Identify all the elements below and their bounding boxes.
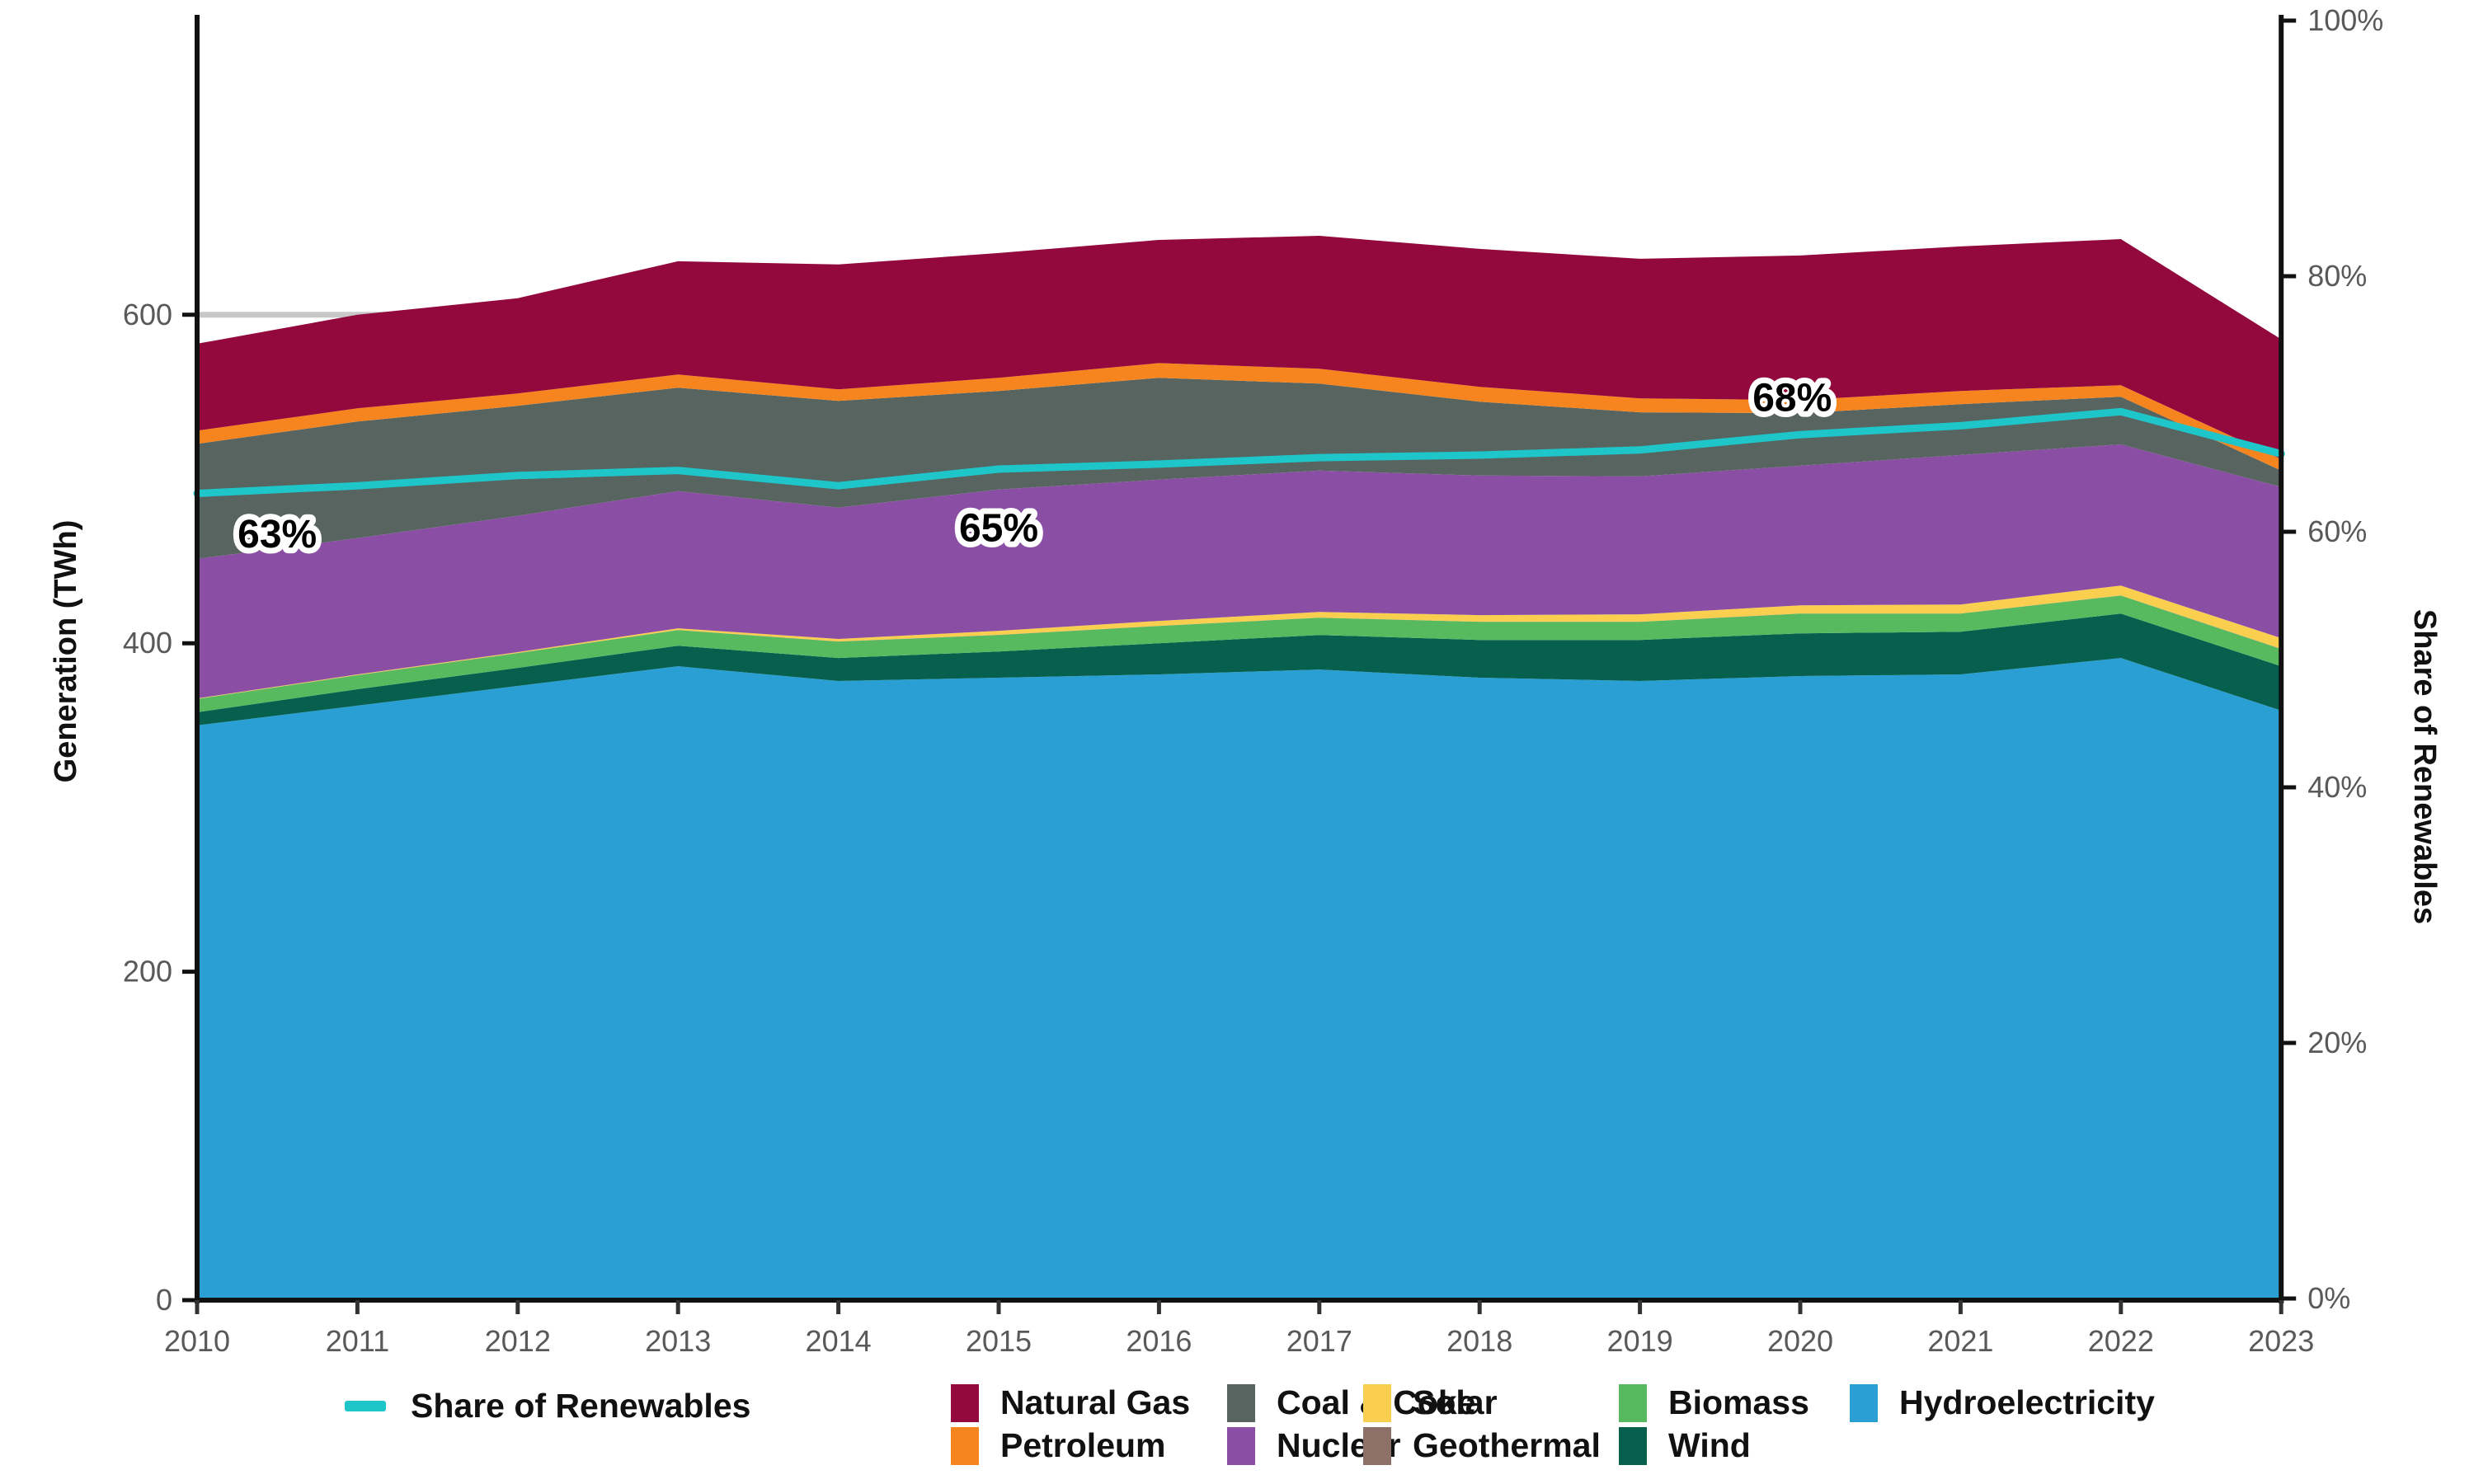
legend-column: Natural Gas Petroleum xyxy=(951,1383,1190,1465)
share-annotation: 63% xyxy=(238,513,317,556)
legend-column: Hydroelectricity xyxy=(1850,1383,2155,1422)
right-tick-label: 80% xyxy=(2307,259,2367,293)
x-tick-label: 2021 xyxy=(1927,1324,1993,1358)
x-tick-label: 2011 xyxy=(326,1324,389,1358)
area-biomass xyxy=(197,595,2282,712)
area-hydroelectricity xyxy=(197,658,2282,1300)
right-tick-label: 60% xyxy=(2307,514,2367,548)
right-tick-label: 40% xyxy=(2307,770,2367,804)
right-tick-label: 100% xyxy=(2307,3,2383,37)
area-nuclear xyxy=(197,444,2282,699)
x-tick-label: 2020 xyxy=(1767,1324,1833,1358)
legend-swatch xyxy=(1227,1383,1255,1422)
legend-column: Solar Geothermal xyxy=(1363,1383,1601,1465)
area-solar xyxy=(197,585,2282,699)
legend-swatch xyxy=(1850,1383,1878,1422)
legend-swatch xyxy=(1619,1383,1647,1422)
legend-swatch xyxy=(1619,1426,1647,1465)
legend-label: Hydroelectricity xyxy=(1899,1383,2155,1421)
legend-label: Wind xyxy=(1668,1426,1751,1464)
legend-swatch xyxy=(1227,1426,1255,1465)
x-tick-label: 2015 xyxy=(966,1324,1032,1358)
x-tick-label: 2022 xyxy=(2088,1324,2154,1358)
legend-label: Natural Gas xyxy=(1000,1383,1191,1421)
left-tick-label: 400 xyxy=(123,626,172,660)
x-tick-label: 2012 xyxy=(485,1324,551,1358)
legend-item-share-of-renewables: Share of Renewables xyxy=(345,1385,750,1426)
chart-legend: Share of Renewables Natural Gas Petroleum C… xyxy=(0,1378,2474,1484)
x-tick-label: 2013 xyxy=(645,1324,711,1358)
legend-label: Petroleum xyxy=(1000,1426,1166,1464)
legend-label: Share of Renewables xyxy=(411,1386,751,1425)
legend-column: Biomass Wind xyxy=(1619,1383,1809,1465)
legend-item-biomass: Biomass xyxy=(1619,1383,1809,1422)
area-wind xyxy=(197,613,2282,726)
legend-label: Geothermal xyxy=(1413,1426,1601,1464)
area-stack xyxy=(197,236,2282,1300)
left-tick-label: 200 xyxy=(123,955,172,989)
legend-swatch xyxy=(1363,1383,1391,1422)
legend-swatch xyxy=(951,1383,979,1422)
right-tick-label: 0% xyxy=(2307,1281,2350,1315)
legend-item-solar: Solar xyxy=(1363,1383,1601,1422)
share-of-renewables-line xyxy=(193,407,2285,497)
legend-label: Solar xyxy=(1413,1383,1498,1421)
right-axis-title: Share of Renewables xyxy=(2407,609,2442,924)
left-tick-label: 600 xyxy=(123,298,172,331)
left-axis-title: Generation (TWh) xyxy=(49,520,83,783)
legend-item-hydroelectricity: Hydroelectricity xyxy=(1850,1383,2155,1422)
legend-item-geothermal: Geothermal xyxy=(1363,1426,1601,1465)
x-tick-label: 2017 xyxy=(1286,1324,1352,1358)
x-tick-label: 2018 xyxy=(1446,1324,1512,1358)
area-coal-coke xyxy=(197,378,2282,559)
legend-swatch xyxy=(1363,1426,1391,1465)
area-natural-gas xyxy=(197,236,2282,459)
legend-item-wind: Wind xyxy=(1619,1426,1809,1465)
legend-label: Biomass xyxy=(1668,1383,1809,1421)
right-tick-label: 20% xyxy=(2307,1026,2367,1059)
x-tick-label: 2016 xyxy=(1126,1324,1192,1358)
share-annotation: 65% xyxy=(959,506,1038,550)
legend-swatch xyxy=(951,1426,979,1465)
legend-item-natural-gas: Natural Gas xyxy=(951,1383,1190,1422)
legend-line-swatch xyxy=(345,1400,386,1411)
left-tick-label: 0 xyxy=(156,1283,172,1317)
x-tick-label: 2023 xyxy=(2248,1324,2314,1358)
x-tick-label: 2014 xyxy=(806,1324,872,1358)
x-tick-label: 2010 xyxy=(164,1324,230,1358)
x-tick-label: 2019 xyxy=(1607,1324,1673,1358)
legend-item-petroleum: Petroleum xyxy=(951,1426,1190,1465)
area-petroleum xyxy=(197,363,2282,471)
share-annotation: 68% xyxy=(1752,376,1832,420)
